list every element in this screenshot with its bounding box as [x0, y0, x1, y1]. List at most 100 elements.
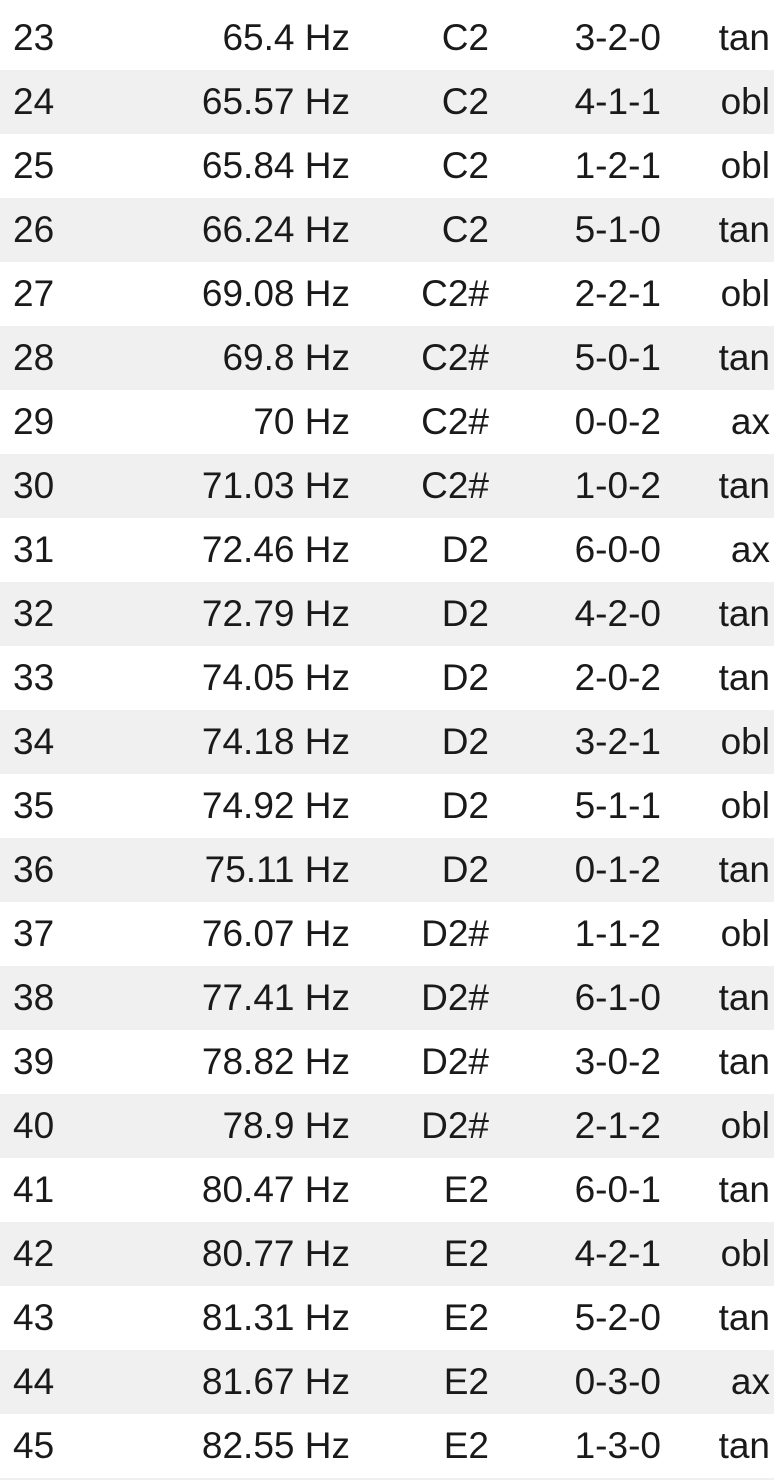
mode-index-cell: 27	[13, 273, 55, 314]
mode-type-cell: tan	[718, 1425, 770, 1466]
mode-indices-cell: 3-2-0	[574, 17, 661, 58]
table-row: 32 72.79 Hz D2 4-2-0 tan	[0, 582, 774, 646]
mode-type-cell: obl	[720, 1233, 770, 1274]
frequency-cell: 74.18 Hz	[201, 721, 350, 762]
note-cell: E2	[443, 1169, 489, 1210]
mode-indices-cell: 0-1-2	[574, 849, 661, 890]
mode-index-cell: 34	[13, 721, 55, 762]
table-row: 25 65.84 Hz C2 1-2-1 obl	[0, 134, 774, 198]
mode-type-cell: tan	[718, 209, 770, 250]
mode-type-cell: tan	[718, 657, 770, 698]
mode-index-cell: 37	[13, 913, 55, 954]
note-cell: E2	[443, 1233, 489, 1274]
table-row: 44 81.67 Hz E2 0-3-0 ax	[0, 1350, 774, 1414]
mode-indices-cell: 1-1-2	[574, 913, 661, 954]
frequency-cell: 81.31 Hz	[201, 1297, 350, 1338]
mode-indices-cell: 4-2-1	[574, 1233, 661, 1274]
mode-index-cell: 29	[13, 401, 55, 442]
mode-indices-cell: 3-2-1	[574, 721, 661, 762]
note-cell: C2#	[421, 465, 489, 506]
mode-index-cell: 42	[13, 1233, 55, 1274]
mode-index-cell: 44	[13, 1361, 55, 1402]
mode-indices-cell: 1-3-0	[574, 1425, 661, 1466]
note-cell: D2	[441, 657, 489, 698]
mode-type-cell: obl	[720, 81, 770, 122]
mode-type-cell: tan	[718, 849, 770, 890]
mode-type-cell: tan	[718, 17, 770, 58]
table-row: 37 76.07 Hz D2# 1-1-2 obl	[0, 902, 774, 966]
mode-index-cell: 43	[13, 1297, 55, 1338]
mode-type-cell: obl	[720, 273, 770, 314]
mode-type-cell: ax	[730, 401, 770, 442]
mode-index-cell: 36	[13, 849, 55, 890]
table-row: 34 74.18 Hz D2 3-2-1 obl	[0, 710, 774, 774]
table-row: 35 74.92 Hz D2 5-1-1 obl	[0, 774, 774, 838]
mode-indices-cell: 5-1-1	[574, 785, 661, 826]
frequency-cell: 69.8 Hz	[222, 337, 350, 378]
frequency-cell: 65.57 Hz	[201, 81, 350, 122]
mode-type-cell: tan	[718, 337, 770, 378]
frequency-cell: 82.55 Hz	[201, 1425, 350, 1466]
mode-index-cell: 35	[13, 785, 55, 826]
next-row-edge	[0, 1478, 774, 1480]
mode-type-cell: obl	[720, 1105, 770, 1146]
note-cell: D2	[441, 785, 489, 826]
frequency-cell: 78.82 Hz	[201, 1041, 350, 1082]
table-row: 29 70 Hz C2# 0-0-2 ax	[0, 390, 774, 454]
mode-type-cell: tan	[718, 977, 770, 1018]
mode-index-cell: 28	[13, 337, 55, 378]
note-cell: D2#	[421, 1041, 489, 1082]
frequency-cell: 76.07 Hz	[201, 913, 350, 954]
mode-index-cell: 24	[13, 81, 55, 122]
mode-index-cell: 38	[13, 977, 55, 1018]
mode-type-cell: tan	[718, 593, 770, 634]
mode-indices-cell: 1-2-1	[574, 145, 661, 186]
mode-indices-cell: 0-0-2	[574, 401, 661, 442]
mode-type-cell: tan	[718, 1041, 770, 1082]
mode-index-cell: 45	[13, 1425, 55, 1466]
mode-indices-cell: 6-0-0	[574, 529, 661, 570]
table-row: 30 71.03 Hz C2# 1-0-2 tan	[0, 454, 774, 518]
note-cell: E2	[443, 1297, 489, 1338]
mode-type-cell: obl	[720, 145, 770, 186]
frequency-cell: 72.46 Hz	[201, 529, 350, 570]
mode-index-cell: 41	[13, 1169, 55, 1210]
frequency-cell: 74.05 Hz	[201, 657, 350, 698]
mode-type-cell: ax	[730, 1361, 770, 1402]
frequency-cell: 70 Hz	[253, 401, 350, 442]
note-cell: D2	[441, 721, 489, 762]
room-modes-table: 23 65.4 Hz C2 3-2-0 tan 24 65.57 Hz C2 4…	[0, 6, 774, 1478]
frequency-cell: 69.08 Hz	[201, 273, 350, 314]
mode-type-cell: obl	[720, 913, 770, 954]
mode-index-cell: 25	[13, 145, 55, 186]
table-row: 39 78.82 Hz D2# 3-0-2 tan	[0, 1030, 774, 1094]
frequency-cell: 65.84 Hz	[201, 145, 350, 186]
mode-index-cell: 30	[13, 465, 55, 506]
mode-indices-cell: 5-2-0	[574, 1297, 661, 1338]
table-row: 28 69.8 Hz C2# 5-0-1 tan	[0, 326, 774, 390]
note-cell: C2#	[421, 401, 489, 442]
note-cell: C2	[441, 81, 489, 122]
table-row: 38 77.41 Hz D2# 6-1-0 tan	[0, 966, 774, 1030]
frequency-cell: 77.41 Hz	[201, 977, 350, 1018]
table-row: 40 78.9 Hz D2# 2-1-2 obl	[0, 1094, 774, 1158]
mode-indices-cell: 2-2-1	[574, 273, 661, 314]
frequency-cell: 66.24 Hz	[201, 209, 350, 250]
mode-index-cell: 33	[13, 657, 55, 698]
mode-index-cell: 31	[13, 529, 55, 570]
note-cell: D2	[441, 529, 489, 570]
table-row: 26 66.24 Hz C2 5-1-0 tan	[0, 198, 774, 262]
mode-indices-cell: 3-0-2	[574, 1041, 661, 1082]
mode-type-cell: obl	[720, 721, 770, 762]
table-row: 23 65.4 Hz C2 3-2-0 tan	[0, 6, 774, 70]
table-row: 36 75.11 Hz D2 0-1-2 tan	[0, 838, 774, 902]
frequency-cell: 74.92 Hz	[201, 785, 350, 826]
frequency-cell: 71.03 Hz	[201, 465, 350, 506]
table-row: 27 69.08 Hz C2# 2-2-1 obl	[0, 262, 774, 326]
mode-index-cell: 40	[13, 1105, 55, 1146]
frequency-cell: 80.47 Hz	[201, 1169, 350, 1210]
mode-indices-cell: 0-3-0	[574, 1361, 661, 1402]
note-cell: C2	[441, 145, 489, 186]
table-row: 45 82.55 Hz E2 1-3-0 tan	[0, 1414, 774, 1478]
note-cell: C2#	[421, 337, 489, 378]
